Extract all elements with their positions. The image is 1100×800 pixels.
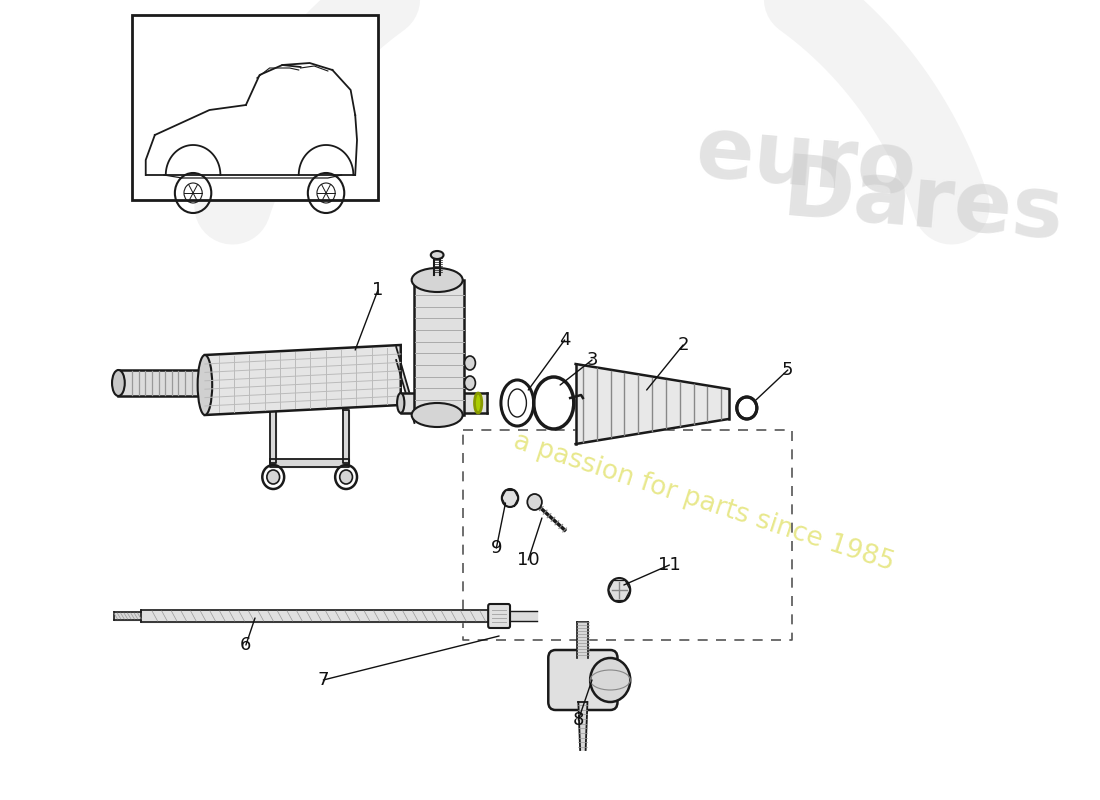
Bar bbox=[132, 15, 378, 200]
Polygon shape bbox=[343, 410, 349, 463]
Text: euro: euro bbox=[692, 111, 920, 213]
FancyBboxPatch shape bbox=[488, 604, 510, 628]
Polygon shape bbox=[141, 610, 492, 622]
Text: a passion for parts since 1985: a passion for parts since 1985 bbox=[510, 428, 898, 576]
Polygon shape bbox=[579, 702, 587, 750]
Ellipse shape bbox=[198, 355, 212, 415]
Text: 7: 7 bbox=[318, 671, 329, 689]
Text: 8: 8 bbox=[573, 711, 584, 729]
Polygon shape bbox=[578, 622, 588, 658]
Polygon shape bbox=[400, 393, 487, 413]
Text: 9: 9 bbox=[491, 539, 502, 557]
Circle shape bbox=[340, 470, 352, 484]
Text: 2: 2 bbox=[678, 336, 689, 354]
Polygon shape bbox=[510, 611, 537, 621]
Ellipse shape bbox=[397, 393, 405, 413]
Polygon shape bbox=[271, 459, 349, 467]
Ellipse shape bbox=[474, 393, 482, 413]
Circle shape bbox=[502, 489, 518, 507]
Circle shape bbox=[527, 494, 542, 510]
Polygon shape bbox=[396, 347, 415, 423]
Text: 5: 5 bbox=[782, 361, 793, 379]
Ellipse shape bbox=[411, 268, 463, 292]
Text: 11: 11 bbox=[658, 556, 681, 574]
Text: 1: 1 bbox=[372, 281, 384, 299]
Circle shape bbox=[591, 658, 630, 702]
Ellipse shape bbox=[464, 376, 475, 390]
Text: 6: 6 bbox=[240, 636, 252, 654]
Ellipse shape bbox=[411, 403, 463, 427]
Polygon shape bbox=[113, 612, 141, 620]
Ellipse shape bbox=[112, 370, 124, 396]
Polygon shape bbox=[119, 370, 209, 396]
Polygon shape bbox=[415, 280, 464, 415]
FancyBboxPatch shape bbox=[548, 650, 617, 710]
Polygon shape bbox=[271, 410, 276, 463]
Ellipse shape bbox=[431, 251, 443, 259]
Circle shape bbox=[608, 578, 630, 602]
Text: 10: 10 bbox=[517, 551, 540, 569]
Ellipse shape bbox=[464, 356, 475, 370]
Text: 4: 4 bbox=[559, 331, 571, 349]
Polygon shape bbox=[205, 345, 400, 415]
Circle shape bbox=[267, 470, 279, 484]
Text: 3: 3 bbox=[586, 351, 597, 369]
Text: Dares: Dares bbox=[779, 150, 1067, 258]
